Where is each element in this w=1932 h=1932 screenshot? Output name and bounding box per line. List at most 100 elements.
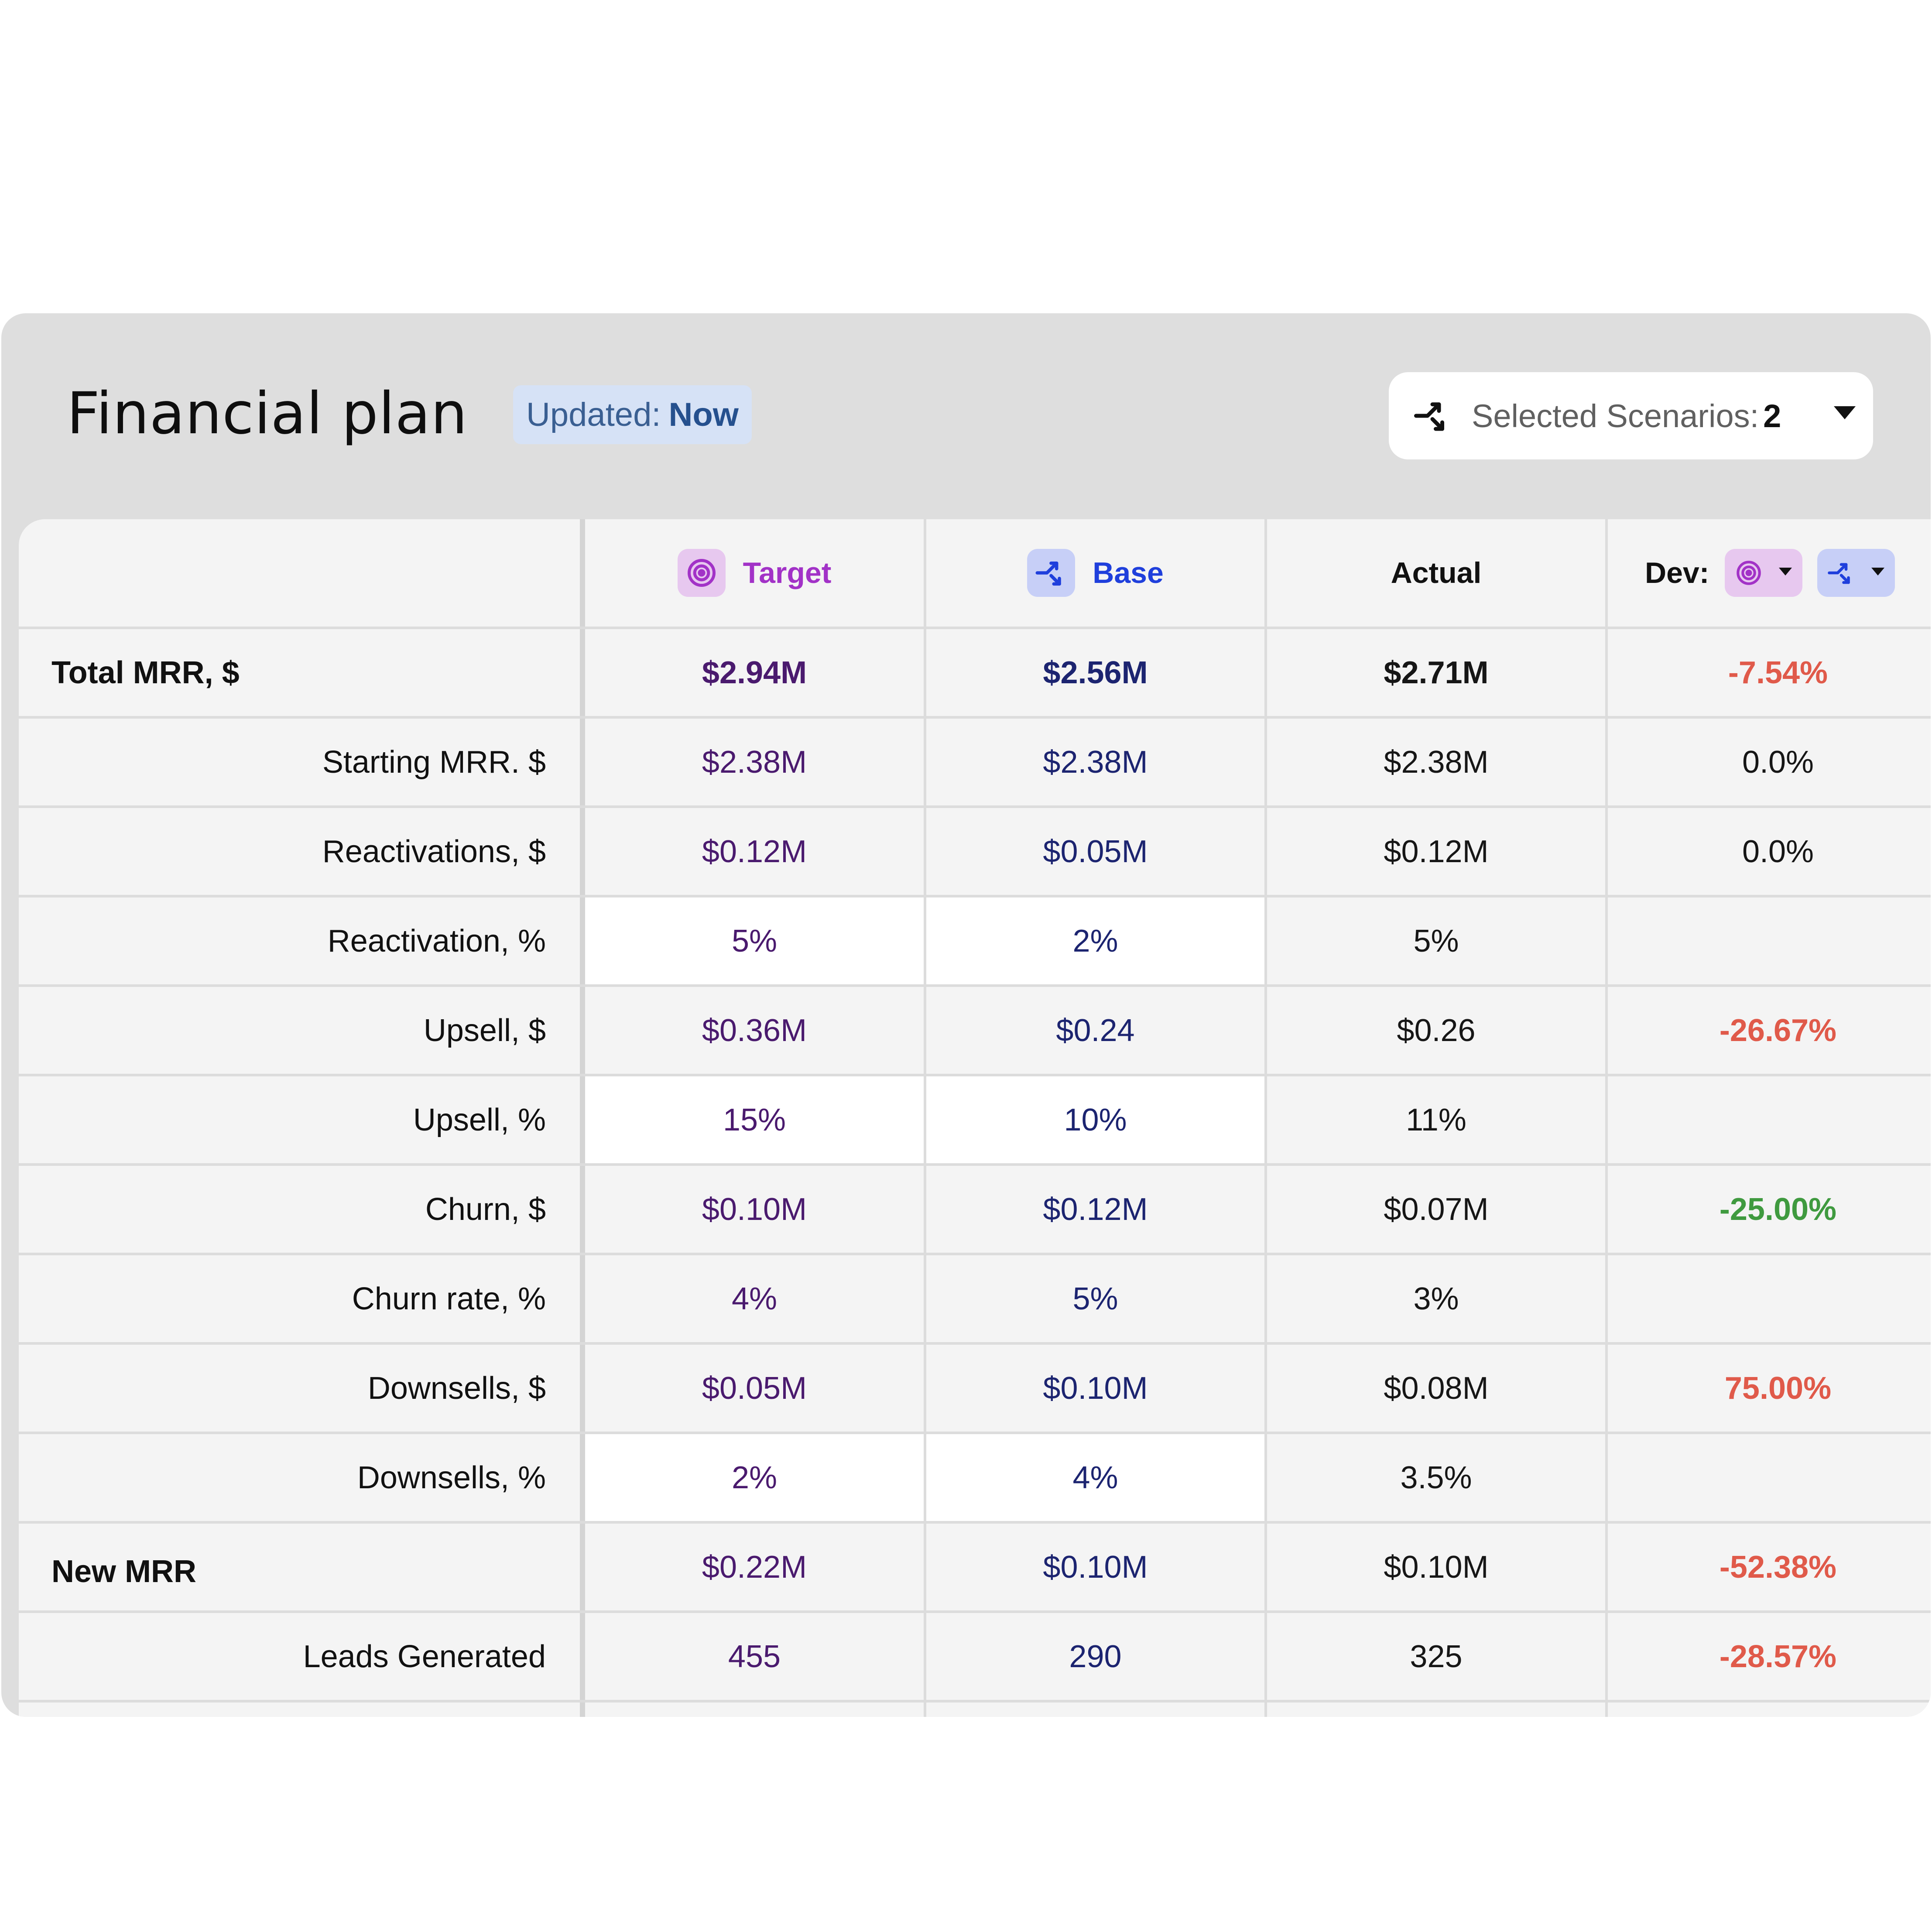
cell-target[interactable]: $0.10M <box>585 1166 926 1253</box>
branch-icon <box>1414 402 1444 431</box>
row-label: Leads Generated <box>19 1613 585 1700</box>
cell-base[interactable]: $0.10M <box>926 1345 1267 1432</box>
cell-dev-empty <box>1608 1702 1931 1717</box>
cell-target[interactable]: $2.94M <box>585 629 926 716</box>
cell-target[interactable]: 4% <box>585 1255 926 1342</box>
column-header-target[interactable]: Target <box>585 519 926 627</box>
caret-down-icon <box>1779 568 1792 575</box>
row-label: Starting MRR. $ <box>19 719 585 805</box>
column-label-target: Target <box>743 556 832 589</box>
cell-target[interactable]: 455 <box>585 1613 926 1700</box>
branch-icon <box>1035 562 1062 586</box>
table-row: Starting MRR. $ $2.38M $2.38M $2.38M 0.0… <box>19 719 1931 808</box>
table-row: Upsell, $ $0.36M $0.24 $0.26 -26.67% <box>19 987 1931 1076</box>
cell-actual: 11% <box>1267 1076 1608 1163</box>
input-target[interactable]: 5% <box>585 897 926 984</box>
cell-target[interactable]: $0.22M <box>585 1524 926 1610</box>
cell-base[interactable]: $2.38M <box>926 719 1267 805</box>
input-base[interactable]: 10% <box>926 1076 1267 1163</box>
cell-dev: -7.54% <box>1728 655 1828 690</box>
cell-actual: 5% <box>1267 897 1608 984</box>
table-header-row: Target Base Actual Dev: <box>19 519 1931 629</box>
row-label: Churn, $ <box>19 1166 585 1253</box>
cell-base[interactable]: $2.56M <box>926 629 1267 716</box>
dev-base-dropdown[interactable] <box>1817 549 1895 597</box>
cell-target[interactable]: $0.12M <box>585 808 926 895</box>
cell-actual: $0.12M <box>1267 808 1608 895</box>
row-label: Downsells, % <box>19 1434 585 1521</box>
table-row: Leads Generated 455 290 325 -28.57% <box>19 1613 1931 1702</box>
cell-target[interactable]: $0.36M <box>585 987 926 1074</box>
row-label: Reactivation, % <box>19 897 585 984</box>
table-row: Churn rate, % 4% 5% 3% <box>19 1255 1931 1345</box>
table-row: Upsell, % 15% 10% 11% <box>19 1076 1931 1166</box>
target-icon <box>1737 561 1761 585</box>
updated-label: Updated: <box>526 396 661 433</box>
cell-actual: $0.26 <box>1267 987 1608 1074</box>
updated-badge: Updated: Now <box>513 385 752 444</box>
cell-dev: 0.0% <box>1742 834 1814 869</box>
column-label-actual: Actual <box>1391 556 1482 589</box>
table-row: Reactivation, % 5% 2% 5% <box>19 897 1931 987</box>
column-header-base[interactable]: Base <box>926 519 1267 627</box>
header-empty-cell <box>19 519 585 627</box>
cell-target-empty <box>585 1702 926 1717</box>
row-label: Upsell, $ <box>19 987 585 1074</box>
cell-dev: -25.00% <box>1719 1192 1837 1227</box>
updated-value: Now <box>668 396 739 433</box>
row-label: Upsell, % <box>19 1076 585 1163</box>
dev-target-dropdown[interactable] <box>1725 549 1803 597</box>
branch-icon <box>1828 563 1850 584</box>
input-base[interactable]: 2% <box>926 897 1267 984</box>
cell-actual-empty <box>1267 1702 1608 1717</box>
row-label: Total MRR, $ <box>19 629 585 716</box>
cell-actual: $2.71M <box>1267 629 1608 716</box>
table-row: Reactivations, $ $0.12M $0.05M $0.12M 0.… <box>19 808 1931 897</box>
financial-table: Target Base Actual Dev: <box>19 519 1931 1717</box>
table-row: Downsells, $ $0.05M $0.10M $0.08M 75.00% <box>19 1345 1931 1434</box>
cell-dev: -52.38% <box>1719 1549 1837 1585</box>
cell-dev <box>1608 1076 1931 1163</box>
scenarios-label: Selected Scenarios: <box>1472 398 1759 434</box>
cell-base[interactable]: $0.10M <box>926 1524 1267 1610</box>
input-base[interactable]: 4% <box>926 1434 1267 1521</box>
column-label-dev: Dev: <box>1645 556 1709 589</box>
caret-down-icon <box>1871 568 1885 575</box>
cell-base[interactable]: $0.12M <box>926 1166 1267 1253</box>
column-header-actual[interactable]: Actual <box>1267 519 1608 627</box>
caret-down-icon <box>1834 406 1856 419</box>
cell-base[interactable]: 5% <box>926 1255 1267 1342</box>
target-chip <box>677 549 726 597</box>
table-row: Downsells, % 2% 4% 3.5% <box>19 1434 1931 1524</box>
cell-actual: 325 <box>1267 1613 1608 1700</box>
selected-scenarios-dropdown[interactable]: Selected Scenarios: 2 <box>1389 372 1873 459</box>
cell-base-empty <box>926 1702 1267 1717</box>
input-target[interactable]: 2% <box>585 1434 926 1521</box>
row-label: Reactivations, $ <box>19 808 585 895</box>
scenarios-count: 2 <box>1763 398 1781 434</box>
cell-dev <box>1608 897 1931 984</box>
cell-actual: 3.5% <box>1267 1434 1608 1521</box>
column-label-base: Base <box>1093 556 1164 589</box>
input-target[interactable]: 15% <box>585 1076 926 1163</box>
cell-actual: $0.10M <box>1267 1524 1608 1610</box>
cell-target[interactable]: $2.38M <box>585 719 926 805</box>
cell-actual: $0.08M <box>1267 1345 1608 1432</box>
row-label-empty <box>19 1702 585 1717</box>
base-chip <box>1027 549 1076 597</box>
financial-plan-panel: Financial plan Updated: Now Selected Sce… <box>1 313 1931 1717</box>
row-label: Downsells, $ <box>19 1345 585 1432</box>
cell-target[interactable]: $0.05M <box>585 1345 926 1432</box>
column-header-dev: Dev: <box>1608 519 1931 627</box>
cell-dev: 75.00% <box>1724 1370 1832 1406</box>
target-icon <box>687 559 716 587</box>
cell-dev: -26.67% <box>1719 1013 1837 1048</box>
table-row-partial <box>19 1702 1931 1717</box>
cell-base[interactable]: $0.05M <box>926 808 1267 895</box>
cell-base[interactable]: 290 <box>926 1613 1267 1700</box>
cell-dev: 0.0% <box>1742 744 1814 780</box>
table-row: Churn, $ $0.10M $0.12M $0.07M -25.00% <box>19 1166 1931 1255</box>
cell-dev <box>1608 1434 1931 1521</box>
cell-actual: $0.07M <box>1267 1166 1608 1253</box>
cell-base[interactable]: $0.24 <box>926 987 1267 1074</box>
